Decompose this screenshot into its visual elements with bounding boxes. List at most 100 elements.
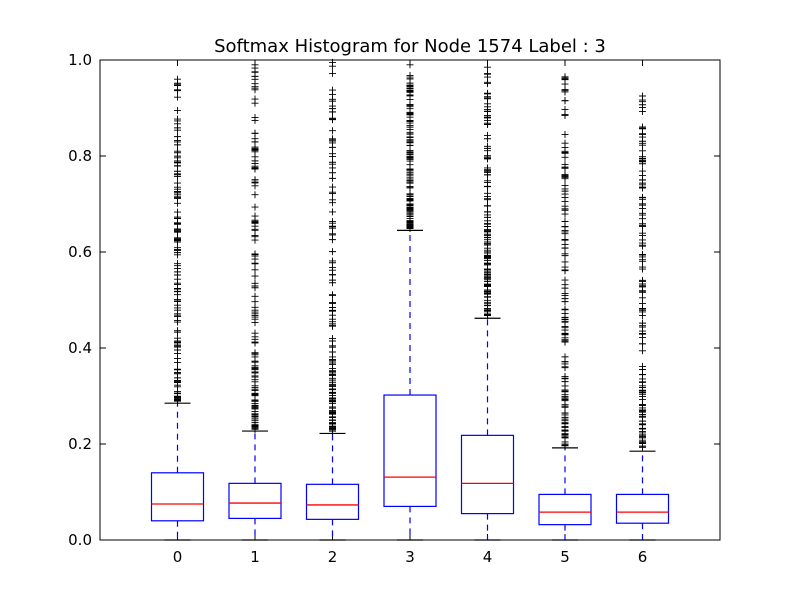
flier-point bbox=[174, 141, 181, 149]
flier-point bbox=[484, 100, 491, 108]
flier-point bbox=[639, 147, 646, 155]
flier-point bbox=[251, 226, 259, 234]
box-iqr bbox=[305, 483, 360, 520]
flier-point bbox=[484, 89, 491, 97]
flier-point bbox=[251, 376, 259, 384]
flier-point bbox=[406, 154, 414, 162]
flier-point bbox=[561, 334, 569, 342]
flier-point bbox=[251, 364, 259, 372]
flier-point bbox=[174, 343, 181, 351]
x-tick-label: 4 bbox=[483, 548, 493, 566]
flier-point bbox=[639, 179, 646, 187]
flier-point bbox=[251, 219, 259, 227]
flier-point bbox=[251, 410, 259, 418]
flier-point bbox=[251, 397, 259, 405]
flier-point bbox=[639, 288, 646, 296]
flier-point bbox=[561, 110, 569, 118]
flier-point bbox=[484, 277, 491, 285]
flier-point bbox=[639, 220, 646, 228]
flier-point bbox=[329, 386, 336, 394]
flier-group bbox=[329, 58, 336, 435]
flier-point bbox=[251, 279, 259, 287]
flier-point bbox=[561, 205, 569, 213]
flier-point bbox=[329, 97, 336, 105]
flier-point bbox=[484, 208, 491, 216]
flier-point bbox=[174, 81, 181, 89]
box-iqr bbox=[228, 482, 282, 519]
flier-point bbox=[561, 267, 569, 275]
flier-point bbox=[561, 187, 569, 195]
flier-point bbox=[174, 194, 181, 202]
flier-point bbox=[561, 409, 569, 417]
flier-point-max bbox=[251, 61, 259, 69]
flier-point bbox=[639, 211, 646, 219]
flier-point bbox=[561, 171, 569, 179]
flier-point bbox=[329, 348, 336, 356]
flier-point bbox=[251, 146, 259, 154]
flier-point bbox=[174, 120, 181, 128]
flier-point bbox=[174, 172, 181, 180]
flier-point bbox=[329, 208, 336, 216]
flier-point bbox=[639, 139, 646, 147]
flier-point bbox=[329, 230, 336, 238]
flier-group bbox=[174, 75, 181, 405]
flier-point bbox=[484, 147, 491, 155]
flier-point bbox=[251, 272, 259, 280]
flier-point bbox=[329, 105, 336, 113]
x-tick-label: 0 bbox=[173, 548, 183, 566]
flier-point bbox=[174, 370, 181, 378]
flier-point bbox=[406, 142, 414, 150]
flier-point bbox=[174, 390, 181, 398]
x-tick-label: 6 bbox=[638, 548, 648, 566]
flier-point bbox=[174, 397, 181, 405]
flier-point bbox=[639, 153, 646, 161]
flier-point bbox=[561, 305, 569, 313]
flier-point bbox=[329, 299, 336, 307]
flier-point bbox=[484, 169, 491, 177]
flier-point bbox=[329, 188, 336, 196]
flier-point bbox=[251, 176, 259, 184]
flier-point bbox=[251, 129, 259, 137]
chart-title: Softmax Histogram for Node 1574 Label : … bbox=[214, 36, 606, 57]
flier-point bbox=[484, 195, 491, 203]
flier-point bbox=[329, 409, 336, 417]
flier-point bbox=[639, 443, 646, 451]
flier-point bbox=[174, 93, 181, 101]
flier-point bbox=[329, 318, 336, 326]
flier-point bbox=[484, 233, 491, 241]
flier-point bbox=[639, 382, 646, 390]
flier-point bbox=[484, 290, 491, 298]
flier-point bbox=[251, 80, 259, 88]
flier-point bbox=[639, 434, 646, 442]
flier-point bbox=[639, 251, 646, 259]
flier-point bbox=[639, 194, 646, 202]
flier-point bbox=[251, 68, 259, 76]
flier-point bbox=[174, 260, 181, 268]
flier-point bbox=[174, 188, 181, 196]
flier-point bbox=[174, 301, 181, 309]
flier-point bbox=[561, 434, 569, 442]
flier-point bbox=[639, 167, 646, 175]
plot-area: 0.0 0.2 0.4 0.6 0.8 1.0 0 1 2 3 4 5 6 bbox=[68, 51, 720, 566]
flier-point bbox=[639, 305, 646, 313]
flier-point bbox=[639, 278, 646, 286]
flier-point bbox=[329, 199, 336, 207]
x-tick-label: 3 bbox=[405, 548, 415, 566]
flier-point bbox=[329, 356, 336, 364]
flier-point bbox=[329, 127, 336, 135]
flier-point bbox=[174, 318, 181, 326]
flier-point bbox=[251, 319, 259, 327]
flier-group bbox=[561, 73, 569, 450]
y-tick-label: 0.4 bbox=[68, 339, 92, 357]
flier-point bbox=[329, 394, 336, 402]
flier-point bbox=[639, 263, 646, 271]
flier-point bbox=[251, 382, 259, 390]
flier-point bbox=[406, 192, 414, 200]
flier-point bbox=[174, 328, 181, 336]
flier-point bbox=[406, 83, 414, 91]
flier-point bbox=[561, 276, 569, 284]
flier-point-max bbox=[174, 75, 181, 83]
flier-point bbox=[561, 375, 569, 383]
flier-point bbox=[251, 95, 259, 103]
